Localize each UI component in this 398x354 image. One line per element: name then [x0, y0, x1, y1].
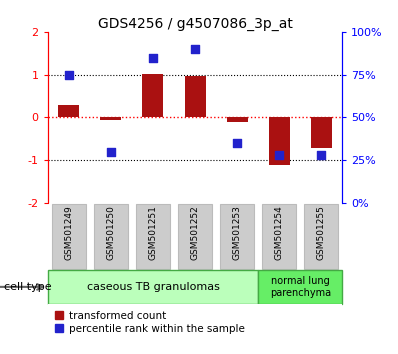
Point [192, 46, 198, 52]
Text: cell type: cell type [4, 282, 52, 292]
Legend: transformed count, percentile rank within the sample: transformed count, percentile rank withi… [53, 309, 246, 336]
FancyBboxPatch shape [178, 204, 212, 269]
Text: GSM501251: GSM501251 [148, 205, 158, 260]
Text: GSM501254: GSM501254 [275, 205, 284, 259]
Point [66, 72, 72, 78]
FancyBboxPatch shape [220, 204, 254, 269]
Text: GSM501252: GSM501252 [191, 205, 199, 259]
Bar [142, 74, 164, 118]
FancyBboxPatch shape [48, 270, 258, 304]
Point [108, 149, 114, 154]
Point [318, 152, 324, 158]
FancyBboxPatch shape [262, 204, 297, 269]
FancyBboxPatch shape [94, 204, 128, 269]
Bar [100, 118, 121, 120]
Text: normal lung
parenchyma: normal lung parenchyma [269, 276, 331, 298]
Bar [311, 118, 332, 148]
FancyBboxPatch shape [52, 204, 86, 269]
FancyBboxPatch shape [258, 270, 342, 304]
Title: GDS4256 / g4507086_3p_at: GDS4256 / g4507086_3p_at [98, 17, 293, 31]
Bar [226, 118, 248, 122]
FancyBboxPatch shape [136, 204, 170, 269]
Text: GSM501249: GSM501249 [64, 205, 73, 259]
Point [234, 140, 240, 146]
Bar [58, 104, 79, 118]
Text: GSM501250: GSM501250 [106, 205, 115, 260]
Point [276, 152, 282, 158]
FancyBboxPatch shape [304, 204, 338, 269]
Text: GSM501253: GSM501253 [232, 205, 242, 260]
Point [150, 55, 156, 60]
Bar [185, 76, 205, 118]
Bar [269, 118, 290, 165]
Text: caseous TB granulomas: caseous TB granulomas [86, 282, 219, 292]
Text: GSM501255: GSM501255 [317, 205, 326, 260]
